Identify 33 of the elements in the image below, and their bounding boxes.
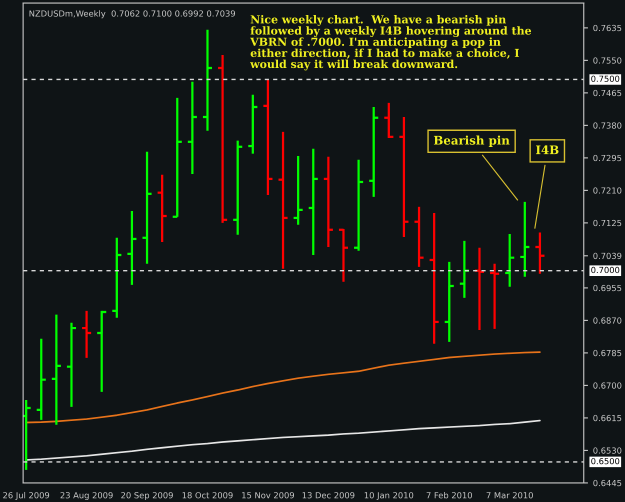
y-tick-label: 0.6445: [593, 480, 622, 486]
x-tick-label: 18 Oct 2009: [182, 492, 233, 498]
annotation: Bearish pin: [434, 136, 510, 147]
ref-line-label: 0.7500: [591, 76, 620, 82]
x-tick-label: 7 Mar 2010: [486, 492, 533, 498]
y-tick-label: 0.7295: [593, 154, 622, 162]
line-series: [25, 351, 541, 424]
y-tick-label: 0.7635: [593, 24, 622, 32]
y-tick-label: 0.7550: [593, 57, 622, 64]
x-tick-label: 23 Aug 2009: [60, 492, 113, 500]
y-tick-label: 0.7210: [593, 187, 622, 194]
line-series: [25, 420, 541, 461]
x-tick-label: 20 Sep 2009: [121, 492, 173, 500]
y-tick-label: 0.7380: [593, 122, 622, 129]
ref-line-label: 0.6500: [591, 458, 620, 464]
y-tick-label: 0.6530: [593, 447, 622, 454]
text: NZDUSDm,Weekly 0.7062 0.7100 0.6992 0.7039: [30, 10, 236, 18]
x-tick-label: 26 Jul 2009: [3, 492, 50, 500]
y-tick-label: 0.7125: [593, 220, 622, 226]
x-tick-label: 13 Dec 2009: [302, 492, 354, 498]
y-tick-label: 0.6785: [593, 350, 622, 356]
y-tick-label: 0.6615: [593, 414, 622, 422]
annotation: Nice weekly chart. We have a bearish pin followed by a weekly I4B hovering around the VBRN of .7000. I'm anticipating a pop in either direction, if I had to make a choice, I would say it will break downward.: [250, 15, 532, 70]
x-tick-label: 7 Feb 2010: [426, 492, 472, 498]
x-tick-label: 15 Nov 2009: [242, 492, 294, 498]
y-tick-label: 0.6700: [593, 382, 622, 389]
y-tick-label: 0.7039: [593, 252, 622, 260]
y-tick-label: 0.6955: [593, 284, 622, 292]
annotation: I4B: [536, 145, 559, 154]
y-tick-label: 0.6870: [593, 317, 622, 324]
x-tick-label: 10 Jan 2010: [364, 492, 414, 500]
ref-line-label: 0.7000: [591, 266, 620, 274]
y-tick-label: 0.7465: [593, 90, 622, 96]
